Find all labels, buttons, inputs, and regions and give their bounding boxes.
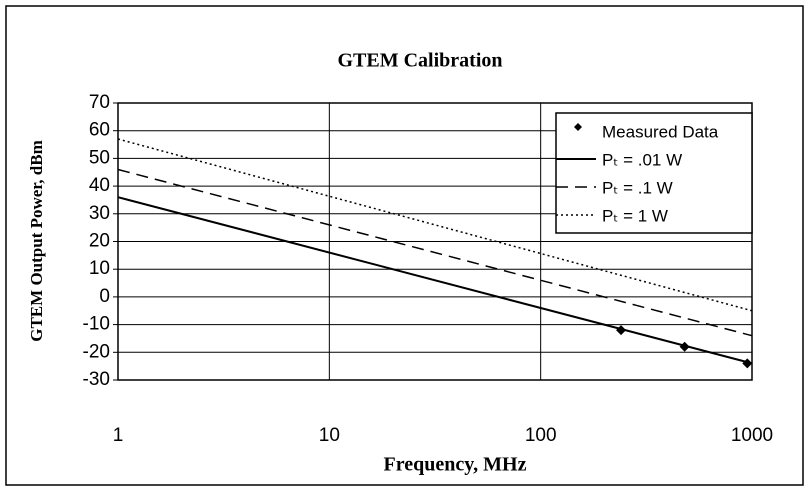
legend-label: Pₜ = 1 W (602, 206, 668, 225)
y-tick-label: 30 (89, 203, 110, 224)
x-tick-label: 1000 (731, 425, 773, 446)
legend (555, 112, 753, 234)
y-tick-label: -10 (83, 314, 110, 335)
legend-label: Pₜ = .01 W (602, 150, 682, 169)
y-axis-label: GTEM Output Power, dBm (27, 140, 46, 342)
x-axis-label: Frequency, MHz (384, 454, 527, 476)
y-tick-label: 0 (99, 286, 110, 307)
series-line (117, 168, 753, 337)
x-tick-label: 10 (319, 425, 340, 446)
chart-title: GTEM Calibration (337, 50, 502, 72)
y-tick-label: 60 (89, 120, 110, 141)
series-line (117, 196, 753, 365)
legend-marker (574, 123, 582, 131)
x-tick-label: 1 (113, 425, 124, 446)
y-tick-label: 50 (89, 147, 110, 168)
legend-label: Pₜ = .1 W (602, 178, 673, 197)
y-tick-label: -20 (83, 341, 110, 362)
y-tick-label: 40 (89, 175, 110, 196)
legend-label: Measured Data (602, 122, 719, 141)
y-tick-label: 70 (89, 92, 110, 113)
y-tick-label: -30 (83, 369, 110, 390)
y-tick-label: 20 (89, 231, 110, 252)
y-tick-label: 10 (89, 258, 110, 279)
x-tick-label: 100 (525, 425, 557, 446)
